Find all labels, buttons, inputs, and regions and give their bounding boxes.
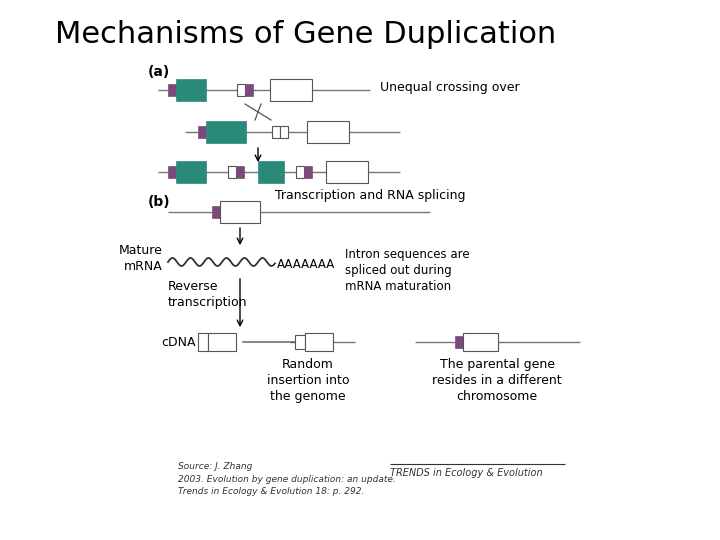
Bar bbox=[176, 161, 206, 183]
Text: Transcription and RNA splicing: Transcription and RNA splicing bbox=[275, 189, 466, 202]
Bar bbox=[258, 161, 284, 183]
Bar bbox=[208, 333, 236, 351]
Text: Mechanisms of Gene Duplication: Mechanisms of Gene Duplication bbox=[55, 20, 557, 49]
Text: AAAAAAA: AAAAAAA bbox=[277, 258, 336, 271]
Bar bbox=[245, 84, 253, 96]
Bar bbox=[280, 126, 288, 138]
Text: The parental gene
resides in a different
chromosome: The parental gene resides in a different… bbox=[432, 358, 562, 403]
Bar bbox=[228, 166, 236, 178]
Text: Source: J. Zhang
2003. Evolution by gene duplication: an update.
Trends in Ecolo: Source: J. Zhang 2003. Evolution by gene… bbox=[178, 462, 396, 496]
Bar bbox=[272, 126, 280, 138]
Bar bbox=[198, 333, 208, 351]
Bar bbox=[198, 126, 206, 138]
Text: (b): (b) bbox=[148, 195, 171, 209]
Bar bbox=[206, 121, 246, 143]
Text: TRENDS in Ecology & Evolution: TRENDS in Ecology & Evolution bbox=[390, 468, 543, 478]
Text: Unequal crossing over: Unequal crossing over bbox=[380, 80, 520, 93]
Bar bbox=[304, 166, 312, 178]
Bar bbox=[212, 206, 220, 218]
Text: Mature
mRNA: Mature mRNA bbox=[119, 244, 163, 273]
Bar bbox=[270, 79, 312, 101]
Text: Reverse
transcription: Reverse transcription bbox=[168, 280, 248, 309]
Text: Intron sequences are
spliced out during
mRNA maturation: Intron sequences are spliced out during … bbox=[345, 248, 469, 293]
Text: Random
insertion into
the genome: Random insertion into the genome bbox=[266, 358, 349, 403]
Bar bbox=[168, 166, 176, 178]
Bar bbox=[237, 84, 245, 96]
Bar bbox=[455, 336, 463, 348]
Text: (a): (a) bbox=[148, 65, 170, 79]
Bar bbox=[305, 333, 333, 351]
Bar bbox=[168, 84, 176, 96]
Bar bbox=[463, 333, 498, 351]
Bar bbox=[296, 166, 304, 178]
Text: cDNA: cDNA bbox=[161, 335, 196, 348]
Bar bbox=[176, 79, 206, 101]
Bar bbox=[295, 335, 305, 349]
Bar bbox=[236, 166, 244, 178]
Bar bbox=[326, 161, 368, 183]
Bar bbox=[220, 201, 260, 223]
Bar bbox=[307, 121, 349, 143]
